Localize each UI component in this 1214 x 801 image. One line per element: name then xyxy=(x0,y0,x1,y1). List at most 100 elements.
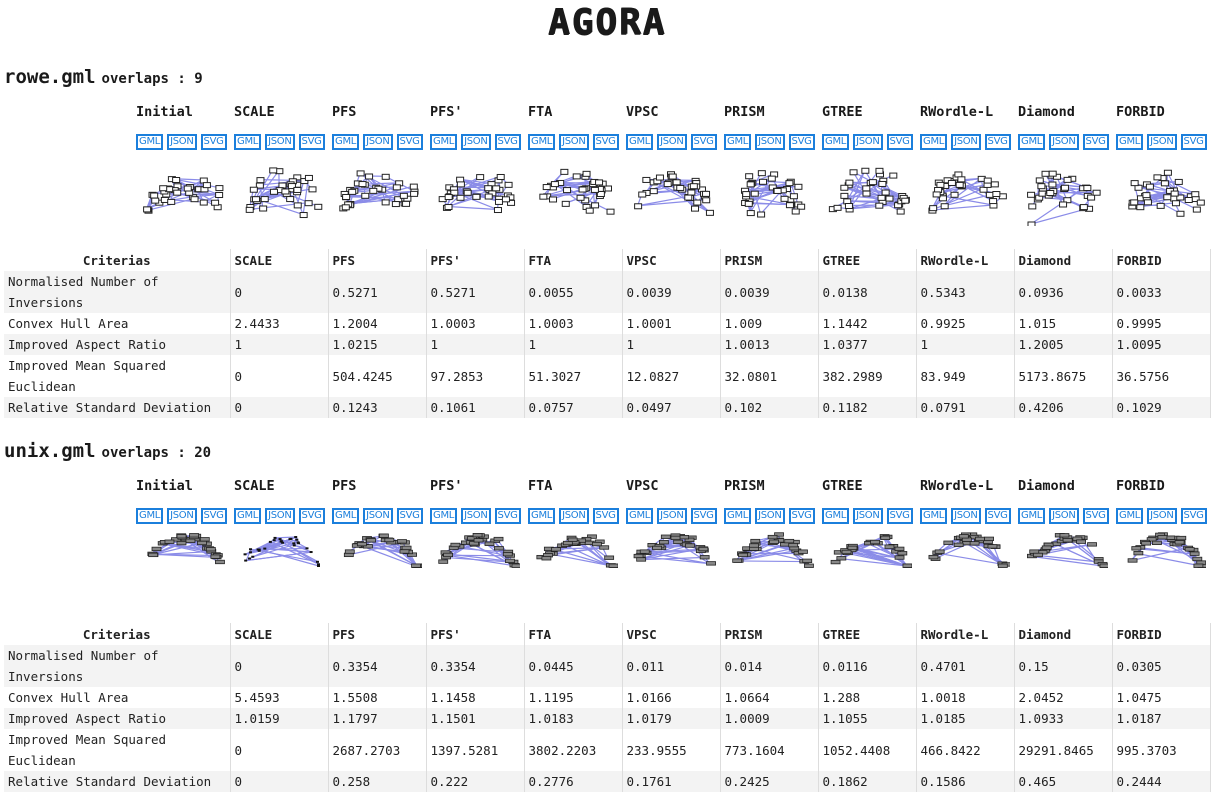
metric-value-rwordle-l: 0.1586 xyxy=(915,771,1014,792)
download-gml-button[interactable]: GML xyxy=(822,508,850,524)
download-json-button[interactable]: JSON xyxy=(1147,508,1177,524)
column-header-forbid: FORBID xyxy=(1111,249,1211,271)
download-gml-button[interactable]: GML xyxy=(332,134,360,150)
download-svg-button[interactable]: SVG xyxy=(788,134,815,150)
download-svg-button[interactable]: SVG xyxy=(592,508,619,524)
graph-layout-thumbnail[interactable] xyxy=(822,522,914,574)
download-json-button[interactable]: JSON xyxy=(853,134,883,150)
download-gml-button[interactable]: GML xyxy=(528,134,556,150)
download-svg-button[interactable]: SVG xyxy=(592,134,619,150)
download-json-button[interactable]: JSON xyxy=(167,508,197,524)
download-gml-button[interactable]: GML xyxy=(920,134,948,150)
graph-layout-thumbnail[interactable] xyxy=(430,522,522,574)
graph-layout-thumbnail[interactable] xyxy=(136,522,226,574)
download-svg-button[interactable]: SVG xyxy=(298,508,325,524)
download-svg-button[interactable]: SVG xyxy=(886,134,913,150)
download-gml-button[interactable]: GML xyxy=(430,508,458,524)
download-json-button[interactable]: JSON xyxy=(265,134,295,150)
download-json-button[interactable]: JSON xyxy=(951,508,981,524)
download-json-button[interactable]: JSON xyxy=(167,134,197,150)
download-json-button[interactable]: JSON xyxy=(1147,134,1177,150)
download-gml-button[interactable]: GML xyxy=(234,134,262,150)
download-gml-button[interactable]: GML xyxy=(724,134,752,150)
download-gml-button[interactable]: GML xyxy=(822,134,850,150)
graph-layout-thumbnail[interactable] xyxy=(920,154,1010,230)
download-json-button[interactable]: JSON xyxy=(853,508,883,524)
download-gml-button[interactable]: GML xyxy=(430,134,458,150)
download-json-button[interactable]: JSON xyxy=(265,508,295,524)
graph-layout-thumbnail[interactable] xyxy=(1018,522,1110,574)
download-svg-button[interactable]: SVG xyxy=(984,508,1011,524)
graph-layout-thumbnail[interactable] xyxy=(724,154,814,230)
graph-layout-thumbnail[interactable] xyxy=(234,522,324,574)
download-svg-button[interactable]: SVG xyxy=(788,508,815,524)
download-gml-button[interactable]: GML xyxy=(1018,134,1046,150)
download-json-button[interactable]: JSON xyxy=(363,134,393,150)
download-gml-button[interactable]: GML xyxy=(626,134,654,150)
download-svg-button[interactable]: SVG xyxy=(1180,134,1207,150)
graph-layout-thumbnail[interactable] xyxy=(724,522,814,574)
download-svg-button[interactable]: SVG xyxy=(494,134,521,150)
metric-value-gtree: 382.2989 xyxy=(817,355,916,397)
graph-layout-thumbnail[interactable] xyxy=(920,522,1012,574)
download-svg-button[interactable]: SVG xyxy=(298,134,325,150)
algorithm-name: SCALE xyxy=(234,478,275,494)
download-gml-button[interactable]: GML xyxy=(724,508,752,524)
graph-layout-thumbnail[interactable] xyxy=(626,522,716,574)
algorithm-column-gtree: GTREE GML JSON SVG xyxy=(822,104,920,215)
graph-layout-thumbnail[interactable] xyxy=(528,154,618,230)
download-svg-button[interactable]: SVG xyxy=(200,134,227,150)
table-row: Normalised Number of Inversions 0 0.5271 0.… xyxy=(4,271,1211,313)
download-json-button[interactable]: JSON xyxy=(657,134,687,150)
download-json-button[interactable]: JSON xyxy=(755,508,785,524)
download-gml-button[interactable]: GML xyxy=(920,508,948,524)
download-gml-button[interactable]: GML xyxy=(332,508,360,524)
download-svg-button[interactable]: SVG xyxy=(984,134,1011,150)
download-json-button[interactable]: JSON xyxy=(755,134,785,150)
download-gml-button[interactable]: GML xyxy=(136,508,164,524)
download-gml-button[interactable]: GML xyxy=(528,508,556,524)
download-svg-button[interactable]: SVG xyxy=(1082,508,1109,524)
metric-value-pfs: 0.5271 xyxy=(327,271,426,313)
download-gml-button[interactable]: GML xyxy=(1018,508,1046,524)
download-gml-button[interactable]: GML xyxy=(234,508,262,524)
download-json-button[interactable]: JSON xyxy=(1049,508,1079,524)
download-gml-button[interactable]: GML xyxy=(626,508,654,524)
download-gml-button[interactable]: GML xyxy=(136,134,164,150)
graph-layout-thumbnail[interactable] xyxy=(822,154,912,230)
download-svg-button[interactable]: SVG xyxy=(396,508,423,524)
graph-layout-thumbnail[interactable] xyxy=(626,154,716,230)
download-json-button[interactable]: JSON xyxy=(363,508,393,524)
download-svg-button[interactable]: SVG xyxy=(690,508,717,524)
graph-layout-thumbnail[interactable] xyxy=(430,154,520,230)
download-json-button[interactable]: JSON xyxy=(951,134,981,150)
graph-layout-thumbnail[interactable] xyxy=(136,154,226,230)
download-svg-button[interactable]: SVG xyxy=(1180,508,1207,524)
metric-value-forbid: 1.0475 xyxy=(1111,687,1211,708)
download-json-button[interactable]: JSON xyxy=(461,134,491,150)
graph-layout-thumbnail[interactable] xyxy=(1116,154,1206,230)
download-svg-button[interactable]: SVG xyxy=(886,508,913,524)
metric-value-diamond: 0.4206 xyxy=(1013,397,1112,418)
algorithm-name: PFS' xyxy=(430,478,463,494)
graph-layout-thumbnail[interactable] xyxy=(1018,154,1108,230)
graph-layout-thumbnail[interactable] xyxy=(234,154,324,230)
download-json-button[interactable]: JSON xyxy=(657,508,687,524)
download-json-button[interactable]: JSON xyxy=(559,508,589,524)
graph-layout-thumbnail[interactable] xyxy=(332,522,424,574)
graph-layout-thumbnail[interactable] xyxy=(1116,522,1208,574)
download-svg-button[interactable]: SVG xyxy=(396,134,423,150)
metric-value-vpsc: 1.0179 xyxy=(621,708,720,729)
download-svg-button[interactable]: SVG xyxy=(200,508,227,524)
download-json-button[interactable]: JSON xyxy=(461,508,491,524)
download-json-button[interactable]: JSON xyxy=(1049,134,1079,150)
metric-value-prism: 1.0013 xyxy=(719,334,818,355)
graph-layout-thumbnail[interactable] xyxy=(332,154,422,230)
download-svg-button[interactable]: SVG xyxy=(690,134,717,150)
download-gml-button[interactable]: GML xyxy=(1116,508,1144,524)
graph-layout-thumbnail[interactable] xyxy=(528,522,620,574)
download-json-button[interactable]: JSON xyxy=(559,134,589,150)
download-gml-button[interactable]: GML xyxy=(1116,134,1144,150)
download-svg-button[interactable]: SVG xyxy=(494,508,521,524)
download-svg-button[interactable]: SVG xyxy=(1082,134,1109,150)
